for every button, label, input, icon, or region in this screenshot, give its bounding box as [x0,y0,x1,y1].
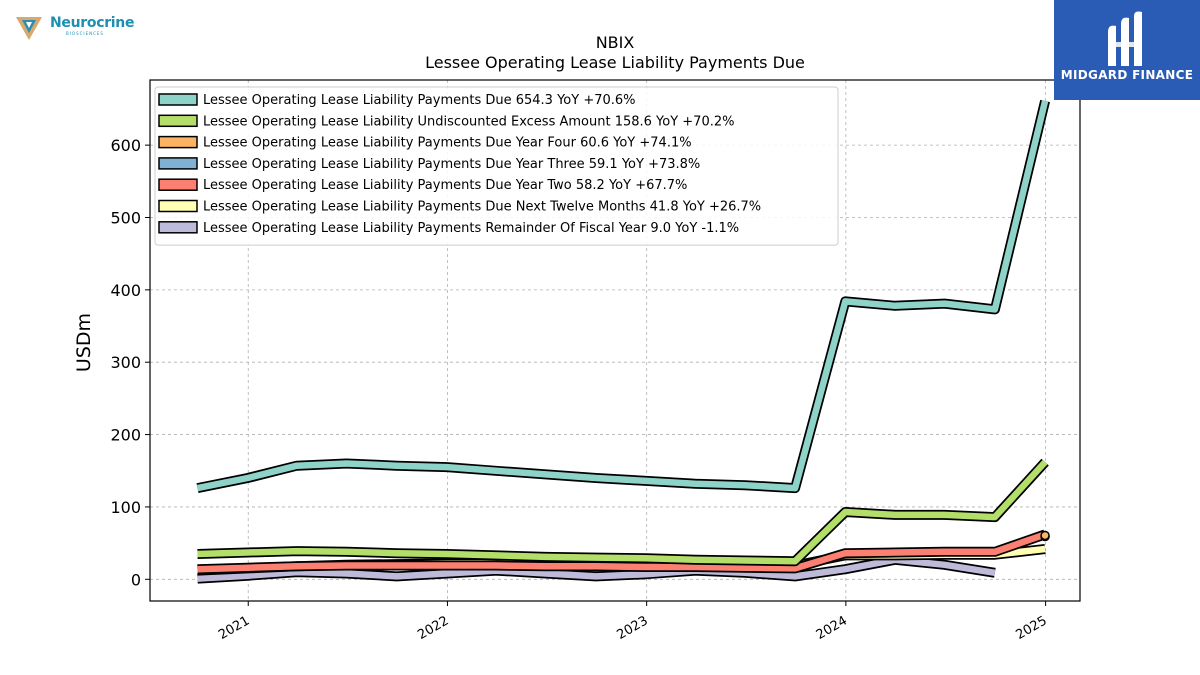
legend-swatch [158,157,198,170]
legend-swatch [158,199,198,213]
legend-item: Lessee Operating Lease Liability Undisco… [158,114,734,129]
company-logo-text: Neurocrine [50,15,135,31]
company-logo: Neurocrine BIOSCIENCES [14,12,144,44]
x-tick-label: 2024 [814,613,850,643]
plot-frame [149,79,1081,602]
chart-title: Lessee Operating Lease Liability Payment… [425,53,805,72]
neurocrine-logo-icon [16,17,42,40]
y-tick-label: 200 [110,426,141,445]
legend-swatch [158,178,198,191]
series-line-lessee-operating-lease-liability-payments-remainder-of-fiscal-year [197,556,996,582]
legend-label: Lessee Operating Lease Liability Payment… [203,136,692,151]
legend-item: Lessee Operating Lease Liability Payment… [158,221,739,236]
x-tick-label: 2021 [216,613,252,643]
legend-label: Lessee Operating Lease Liability Undisco… [203,114,734,129]
legend-item: Lessee Operating Lease Liability Payment… [158,93,636,108]
legend-box [154,86,839,246]
x-tick-label: 2025 [1013,613,1049,643]
company-logo-subtext: BIOSCIENCES [66,31,104,36]
y-axis: 0 100 200 300 400 500 600 [110,136,150,589]
legend-label: Lessee Operating Lease Liability Payment… [203,157,700,172]
y-tick-label: 600 [110,136,141,155]
legend-item: Lessee Operating Lease Liability Payment… [158,199,761,215]
legend-label: Lessee Operating Lease Liability Payment… [203,221,739,236]
y-axis-label: USDm [73,313,95,372]
y-tick-label: 100 [110,498,141,517]
series-line-lessee-operating-lease-liability-payments-due [196,100,1049,492]
legend-swatch [158,93,198,106]
series-line-lessee-operating-lease-liability-undiscounted-excess-amount [197,459,1048,565]
midgard-logo-icon [1108,11,1142,67]
series-point-lessee-operating-lease-liability-payments-due-year-four [1040,530,1050,541]
y-tick-label: 500 [110,208,141,227]
legend-item: Lessee Operating Lease Liability Payment… [158,157,700,172]
legend-swatch [158,221,198,234]
series-line-lessee-operating-lease-liability-payments-due-year-two [197,531,1047,573]
plot-lines [196,99,1050,584]
legend-swatch [158,135,198,149]
x-tick-label: 2022 [415,613,451,643]
midgard-logo-text: MIDGARD FINANCE [1060,68,1194,82]
y-tick-label: 0 [131,570,141,589]
legend: Lessee Operating Lease Liability Payment… [154,86,839,246]
legend-swatch [158,114,198,128]
y-tick-label: 400 [110,281,141,300]
legend-item: Lessee Operating Lease Liability Payment… [158,178,687,193]
y-tick-label: 300 [110,353,141,372]
legend-item: Lessee Operating Lease Liability Payment… [158,135,692,151]
legend-label: Lessee Operating Lease Liability Payment… [203,178,687,193]
x-axis: 2021 2022 2023 2024 2025 [216,601,1050,643]
legend-label: Lessee Operating Lease Liability Payment… [203,200,761,215]
midgard-finance-logo: MIDGARD FINANCE [1054,0,1200,100]
chart-ticker: NBIX [596,33,635,52]
legend-label: Lessee Operating Lease Liability Payment… [203,93,636,108]
x-tick-label: 2023 [614,613,650,643]
